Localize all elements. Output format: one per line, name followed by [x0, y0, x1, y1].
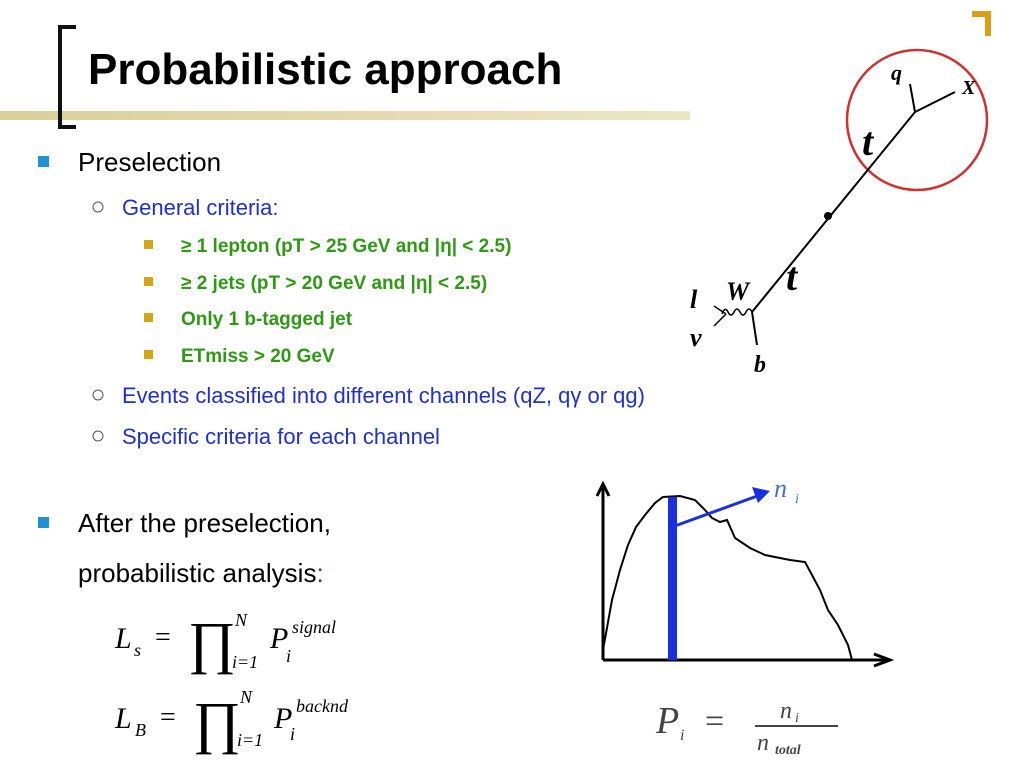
label: W	[726, 277, 751, 306]
title-bar	[0, 111, 690, 120]
colon: :	[316, 558, 323, 588]
num: n	[780, 698, 792, 724]
histogram: n i P i = n i n total	[595, 474, 895, 758]
q-line	[909, 83, 916, 113]
title-bracket	[58, 25, 76, 129]
criterion: ≥ 2 jets (pT > 20 GeV and |η| < 2.5)	[181, 273, 487, 294]
criterion: ETmiss > 20 GeV	[181, 346, 335, 367]
den-sub: total	[775, 743, 801, 758]
f-term: P	[273, 702, 292, 735]
feynman-diagram: q X t t W l ν b	[690, 48, 989, 378]
num-sub: i	[795, 711, 799, 726]
x-arrow	[873, 652, 895, 668]
bin-bar	[668, 497, 677, 660]
label: X	[961, 77, 976, 99]
bullet-text: probabilistic analysis	[78, 558, 316, 588]
x-line	[914, 91, 956, 113]
bullet	[144, 350, 153, 359]
b-line	[751, 311, 758, 346]
label: t	[786, 254, 799, 299]
f-sub: s	[134, 640, 141, 660]
bullet-text: After the preselection,	[78, 508, 331, 538]
title: Probabilistic approach	[88, 45, 562, 94]
f-symbol: L	[114, 702, 132, 735]
lhs: P	[655, 700, 679, 742]
formula: L s = ∏ N i=1 P i signal L B = ∏ N i=1 P…	[114, 610, 349, 755]
arrowhead	[752, 487, 770, 503]
circle	[845, 48, 989, 192]
lhs-sub: i	[680, 727, 684, 744]
corner-mark	[972, 11, 991, 36]
bullet-text: Preselection	[78, 147, 221, 177]
f-lower: i=1	[232, 652, 258, 672]
f-term: P	[269, 622, 288, 655]
criterion: ≥ 1 lepton (pT > 25 GeV and |η| < 2.5)	[181, 236, 511, 257]
nu-line	[713, 313, 727, 327]
bullet	[144, 277, 153, 286]
bullet-text: probabilistic analysis:	[78, 558, 324, 588]
f-eq: =	[155, 622, 171, 653]
arrow	[671, 493, 761, 529]
f-lower: i=1	[237, 730, 263, 750]
vertex	[824, 212, 832, 220]
label: q	[891, 60, 902, 85]
criterion: Only 1 b-tagged jet	[181, 309, 353, 330]
f-upper: N	[234, 610, 248, 630]
sub-bullet	[92, 430, 104, 442]
f-term-sup: signal	[292, 617, 336, 637]
f-term-sub: i	[286, 646, 291, 666]
eq: =	[705, 703, 724, 740]
bullet	[38, 156, 49, 167]
label: ν	[690, 323, 702, 352]
sub-bullet-text: Events classified into different channel…	[122, 383, 645, 408]
f-prod: ∏	[193, 690, 241, 755]
den: n	[757, 730, 769, 756]
label: t	[862, 119, 875, 164]
sub-bullet	[92, 201, 104, 213]
bullet	[38, 517, 49, 528]
f-prod: ∏	[188, 610, 236, 675]
f-upper: N	[239, 687, 253, 707]
sub-bullet	[92, 389, 104, 401]
l-line	[713, 305, 727, 315]
bullet	[144, 313, 153, 322]
curve	[602, 494, 853, 661]
w-line	[721, 308, 753, 316]
f-term-sup: backnd	[296, 696, 349, 716]
y-arrow	[595, 480, 611, 497]
label: b	[754, 352, 766, 378]
p-formula: P i = n i n total	[655, 698, 838, 758]
marker-sub: i	[795, 492, 799, 507]
f-term-sub: i	[290, 724, 295, 744]
bullet	[144, 240, 153, 249]
sub-bullet-text: General criteria:	[122, 195, 279, 220]
marker: n	[774, 474, 787, 503]
f-symbol: L	[114, 622, 132, 655]
f-sub: B	[135, 720, 146, 740]
label: l	[690, 285, 698, 314]
f-eq: =	[160, 702, 176, 733]
top-line	[751, 111, 916, 313]
sub-bullet-text: Specific criteria for each channel	[122, 424, 440, 449]
